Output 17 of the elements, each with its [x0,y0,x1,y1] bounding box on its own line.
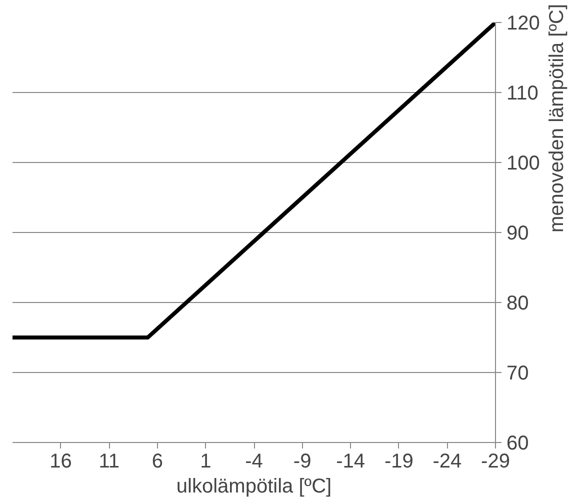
y-tick-label: 70 [506,362,529,384]
y-tick-label: 90 [506,222,529,244]
x-tick-label: 6 [152,450,163,472]
x-tick-label: -19 [384,450,414,472]
x-tick-label: 11 [98,450,120,472]
x-tick-label: 1 [200,450,212,472]
x-tick-label: 16 [50,450,72,472]
x-tick-label: -4 [245,450,263,472]
y-axis-title: menoveden lämpötila [ºC] [546,4,568,232]
x-tick-label: -9 [293,450,312,472]
y-tick-label: 120 [506,12,540,34]
y-tick-label: 100 [506,152,540,174]
y-tick-label: 80 [506,292,529,314]
x-tick-label: -24 [432,450,462,472]
x-axis-title: ulkolämpötila [ºC] [176,476,332,498]
y-tick-label: 110 [506,82,538,104]
x-tick-label: -14 [336,450,366,472]
